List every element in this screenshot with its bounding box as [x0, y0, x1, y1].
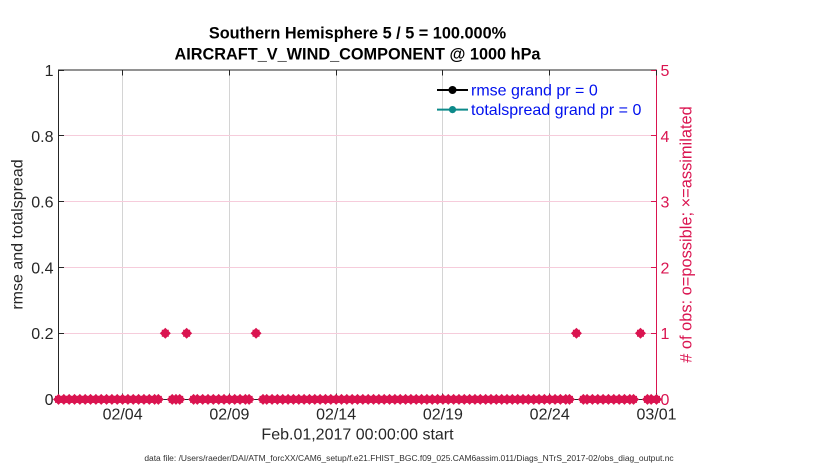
svg-text:2: 2 [661, 260, 670, 277]
svg-text:AIRCRAFT_V_WIND_COMPONENT @ 10: AIRCRAFT_V_WIND_COMPONENT @ 1000 hPa [175, 46, 542, 64]
svg-text:Southern Hemisphere 5 / 5 = 10: Southern Hemisphere 5 / 5 = 100.000% [209, 24, 507, 42]
svg-text:0.2: 0.2 [31, 326, 53, 343]
svg-text:1: 1 [661, 326, 670, 343]
svg-text:02/04: 02/04 [103, 407, 143, 424]
svg-text:4: 4 [661, 129, 670, 146]
svg-text:0: 0 [661, 392, 670, 409]
svg-text:02/09: 02/09 [209, 407, 249, 424]
svg-text:rmse and totalspread: rmse and totalspread [10, 159, 27, 309]
svg-text:totalspread grand pr = 0: totalspread grand pr = 0 [471, 102, 641, 119]
svg-text:data file: /Users/raeder/DAI/A: data file: /Users/raeder/DAI/ATM_forcXX/… [144, 453, 673, 463]
svg-text:0.6: 0.6 [31, 195, 53, 212]
svg-text:3: 3 [661, 195, 670, 212]
svg-text:1: 1 [45, 63, 54, 80]
svg-text:02/24: 02/24 [530, 407, 570, 424]
svg-text:0.8: 0.8 [31, 129, 53, 146]
svg-text:5: 5 [661, 63, 670, 80]
svg-text:03/01: 03/01 [636, 407, 676, 424]
svg-text:0: 0 [45, 392, 54, 409]
svg-text:02/14: 02/14 [316, 407, 356, 424]
svg-text:Feb.01,2017 00:00:00 start: Feb.01,2017 00:00:00 start [261, 427, 454, 444]
svg-text:rmse grand pr = 0: rmse grand pr = 0 [471, 83, 598, 100]
svg-text:0.4: 0.4 [31, 260, 53, 277]
svg-text:02/19: 02/19 [423, 407, 463, 424]
svg-text:# of obs: o=possible; ×=assimi: # of obs: o=possible; ×=assimilated [678, 106, 696, 363]
